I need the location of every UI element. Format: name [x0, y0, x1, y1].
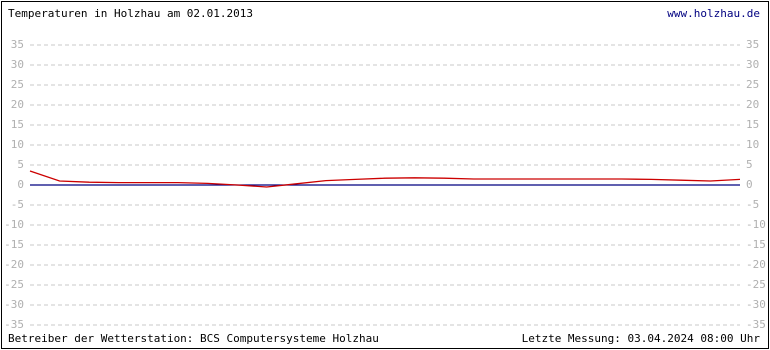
y-tick-label: 35: [11, 38, 24, 51]
y-tick-label-right: 10: [746, 138, 759, 151]
y-tick-label-right: -5: [746, 198, 759, 211]
temperature-line: [29, 170, 741, 188]
y-tick-label: 0: [17, 178, 24, 191]
y-tick-label: -20: [4, 258, 24, 271]
footer-operator: Betreiber der Wetterstation: BCS Compute…: [8, 332, 379, 345]
y-tick-label-right: 25: [746, 78, 759, 91]
y-tick-label-right: -35: [746, 318, 766, 331]
y-tick-label-right: -30: [746, 298, 766, 311]
y-tick-label: -5: [11, 198, 24, 211]
y-tick-label-right: -15: [746, 238, 766, 251]
y-tick-label: 15: [11, 118, 24, 131]
footer-last-measurement: Letzte Messung: 03.04.2024 08:00 Uhr: [522, 332, 761, 345]
y-tick-label-right: 30: [746, 58, 759, 71]
y-tick-label: -35: [4, 318, 24, 331]
y-tick-label: -30: [4, 298, 24, 311]
y-tick-label-right: -25: [746, 278, 766, 291]
chart-title: Temperaturen in Holzhau am 02.01.2013: [8, 7, 253, 20]
y-tick-label: 20: [11, 98, 24, 111]
y-tick-label-right: 35: [746, 38, 759, 51]
y-tick-label-right: -20: [746, 258, 766, 271]
y-tick-label-right: -10: [746, 218, 766, 231]
y-tick-label: 5: [17, 158, 24, 171]
y-tick-label-right: 5: [746, 158, 753, 171]
y-tick-label: -15: [4, 238, 24, 251]
y-tick-label-right: 15: [746, 118, 759, 131]
y-tick-label-right: 20: [746, 98, 759, 111]
y-tick-label: -25: [4, 278, 24, 291]
y-tick-label: 10: [11, 138, 24, 151]
site-link[interactable]: www.holzhau.de: [667, 7, 760, 20]
y-tick-label-right: 0: [746, 178, 753, 191]
y-tick-label: -10: [4, 218, 24, 231]
y-tick-label: 25: [11, 78, 24, 91]
y-tick-label: 30: [11, 58, 24, 71]
